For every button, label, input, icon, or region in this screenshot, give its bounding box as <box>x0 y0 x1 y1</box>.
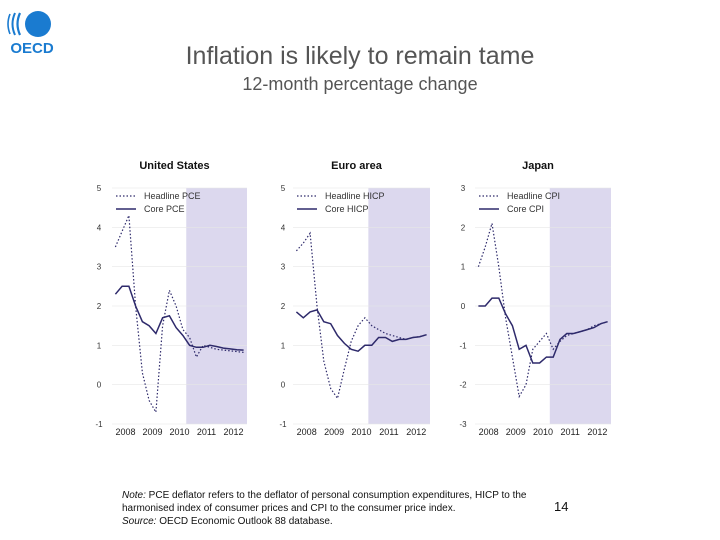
series-line-headline-pce <box>114 215 244 415</box>
y-tick-label: 5 <box>97 184 102 193</box>
x-tick-label: 2012 <box>223 427 243 437</box>
y-tick-label: -1 <box>95 420 103 429</box>
x-tick-label: 2009 <box>324 427 344 437</box>
legend-label: Headline HICP <box>325 191 385 201</box>
panel-title: Japan <box>522 160 554 172</box>
x-tick-label: 2010 <box>169 427 189 437</box>
y-tick-label: 0 <box>97 381 102 390</box>
footnote: Note: PCE deflator refers to the deflato… <box>122 489 552 528</box>
x-tick-label: 2011 <box>379 427 398 437</box>
slide-title: Inflation is likely to remain tame <box>185 42 535 70</box>
x-tick-label: 2008 <box>297 427 317 437</box>
y-tick-label: 3 <box>97 263 102 272</box>
x-tick-label: 2011 <box>561 427 580 437</box>
slide-subtitle: 12-month percentage change <box>242 74 478 94</box>
y-tick-label: 5 <box>281 184 286 193</box>
y-tick-label: -1 <box>459 341 467 350</box>
note-label: Note: <box>122 490 146 501</box>
x-tick-label: 2008 <box>479 427 499 437</box>
legend-label: Core CPI <box>507 204 544 214</box>
y-tick-label: 1 <box>461 263 466 272</box>
panel-title: United States <box>139 160 209 172</box>
oecd-logo: OECD <box>7 11 54 56</box>
legend-label: Headline PCE <box>144 191 201 201</box>
y-tick-label: 3 <box>461 184 466 193</box>
x-tick-label: 2009 <box>506 427 526 437</box>
x-tick-label: 2010 <box>351 427 371 437</box>
x-tick-label: 2010 <box>533 427 553 437</box>
x-tick-label: 2012 <box>406 427 426 437</box>
y-tick-label: 2 <box>281 302 286 311</box>
x-tick-label: 2009 <box>142 427 162 437</box>
x-tick-label: 2012 <box>587 427 607 437</box>
svg-text:OECD: OECD <box>10 40 54 56</box>
legend-label: Headline CPI <box>507 191 560 201</box>
y-tick-label: 3 <box>281 263 286 272</box>
x-tick-label: 2008 <box>115 427 135 437</box>
y-tick-label: 1 <box>281 341 286 350</box>
series-line-core-pce <box>114 285 244 351</box>
series-line-core-hicp <box>295 309 427 353</box>
y-tick-label: 4 <box>97 223 102 232</box>
y-tick-label: 0 <box>281 381 286 390</box>
y-tick-label: -1 <box>279 420 287 429</box>
y-tick-label: -2 <box>459 381 467 390</box>
y-tick-label: 4 <box>281 223 286 232</box>
source-label: Source: <box>122 516 157 527</box>
legend-label: Core PCE <box>144 204 185 214</box>
note-text: PCE deflator refers to the deflator of p… <box>122 490 527 514</box>
y-tick-label: -3 <box>459 420 467 429</box>
legend-label: Core HICP <box>325 204 369 214</box>
source-text: OECD Economic Outlook 88 database. <box>156 516 333 527</box>
y-tick-label: 0 <box>461 302 466 311</box>
y-tick-label: 2 <box>461 223 466 232</box>
series-line-core-cpi <box>478 297 608 364</box>
y-tick-label: 2 <box>97 302 102 311</box>
y-tick-label: 1 <box>97 341 102 350</box>
panel-title: Euro area <box>331 160 383 172</box>
page-number: 14 <box>554 499 569 514</box>
x-tick-label: 2011 <box>197 427 216 437</box>
